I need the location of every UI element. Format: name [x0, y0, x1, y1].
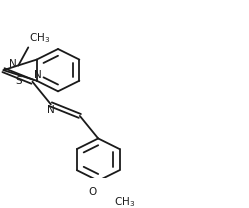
Text: N: N: [9, 59, 16, 69]
Text: N: N: [34, 70, 41, 80]
Text: CH$_3$: CH$_3$: [114, 195, 135, 208]
Text: O: O: [88, 187, 96, 197]
Text: N: N: [47, 105, 55, 115]
Text: CH$_3$: CH$_3$: [29, 31, 51, 45]
Text: S: S: [15, 76, 22, 86]
